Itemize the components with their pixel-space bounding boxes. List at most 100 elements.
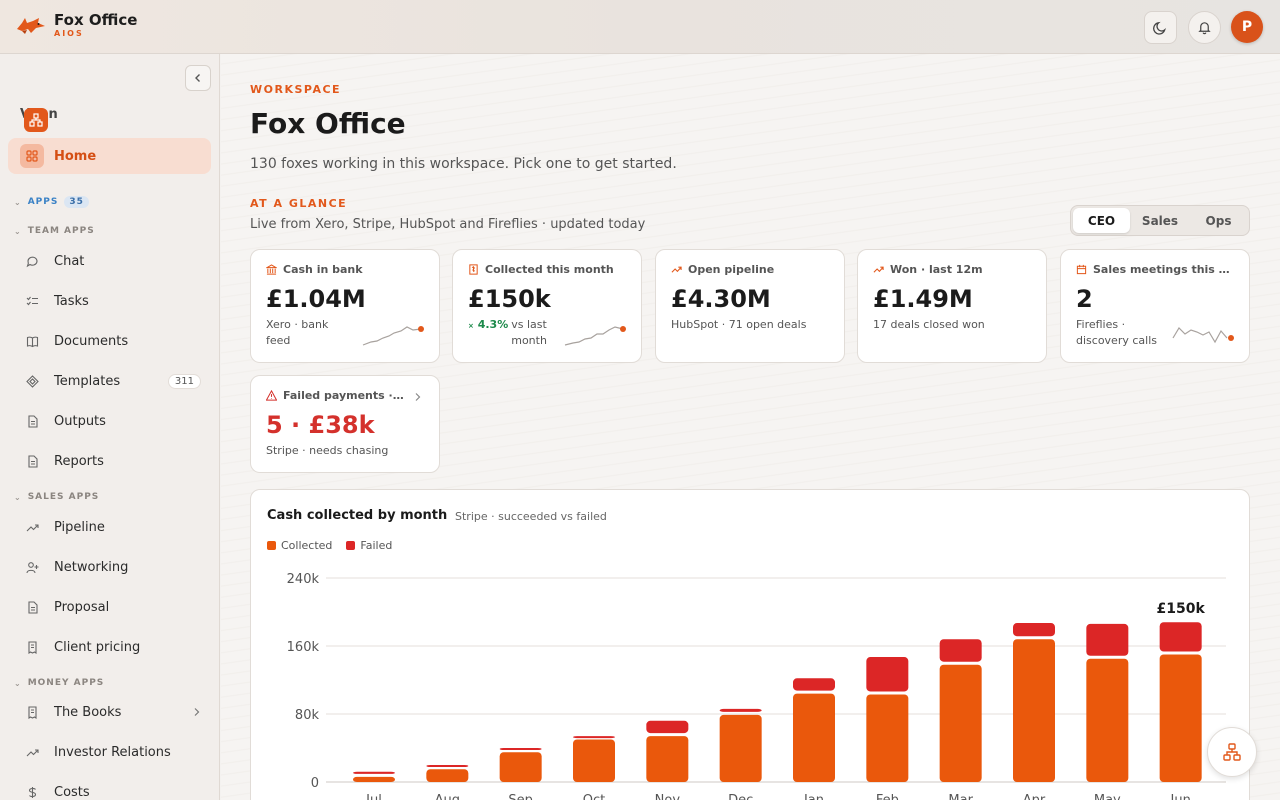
kpi-card-collected-this-month[interactable]: Collected this month £150k × 4.3% vs las… bbox=[452, 249, 642, 363]
sidebar-item-label: Tasks bbox=[54, 293, 89, 309]
trend-icon bbox=[20, 515, 44, 539]
network-icon bbox=[1223, 743, 1241, 761]
bar-failed bbox=[719, 708, 762, 712]
card-note: 17 deals closed won bbox=[873, 318, 985, 331]
sidebar-item-pipeline[interactable]: Pipeline bbox=[8, 509, 211, 545]
sidebar-item-label: Documents bbox=[54, 333, 129, 349]
x-tick-label: Jul bbox=[365, 793, 382, 800]
sales-apps-section-toggle[interactable]: ⌄ SALES APPS bbox=[14, 492, 99, 502]
collapse-sidebar-button[interactable] bbox=[185, 65, 211, 91]
receipt-icon bbox=[20, 635, 44, 659]
chat-icon bbox=[20, 249, 44, 273]
bar-collected bbox=[499, 752, 542, 782]
brand[interactable]: Fox Office AIOS bbox=[16, 12, 137, 39]
sidebar-item-chat[interactable]: Chat bbox=[8, 243, 211, 279]
theme-toggle-button[interactable] bbox=[1144, 11, 1177, 44]
sparkline bbox=[362, 326, 424, 346]
sidebar-item-reports[interactable]: Reports bbox=[8, 443, 211, 479]
sidebar-item-investor-relations[interactable]: Investor Relations bbox=[8, 734, 211, 770]
kpi-card-cash-in-bank[interactable]: Cash in bank £1.04M Xero · bank feed bbox=[250, 249, 440, 363]
view-tab-sales[interactable]: Sales bbox=[1141, 213, 1179, 228]
sidebar-item-proposal[interactable]: Proposal bbox=[8, 589, 211, 625]
bar-collected bbox=[939, 664, 982, 782]
kpi-card-failed-payments[interactable]: Failed payments ·… 5 · £38k Stripe · nee… bbox=[250, 375, 440, 473]
grid-icon bbox=[20, 144, 44, 168]
sidebar-item-documents[interactable]: Documents bbox=[8, 323, 211, 359]
tasks-icon bbox=[20, 289, 44, 313]
kpi-card-sales-meetings[interactable]: Sales meetings this … 2 Fireflies · disc… bbox=[1060, 249, 1250, 363]
card-label: Sales meetings this … bbox=[1093, 263, 1230, 276]
legend-label: Failed bbox=[360, 539, 393, 552]
notifications-button[interactable] bbox=[1188, 11, 1221, 44]
bar-collected bbox=[646, 736, 689, 782]
sidebar-item-label: Pipeline bbox=[54, 519, 105, 535]
sidebar-item-home[interactable]: Home bbox=[8, 138, 211, 174]
sidebar-item-client-pricing[interactable]: Client pricing bbox=[8, 629, 211, 665]
sidebar-item-templates[interactable]: Templates 311 bbox=[8, 363, 211, 399]
bar-collected bbox=[426, 769, 469, 782]
y-tick-label: 160k bbox=[287, 640, 320, 655]
sidebar-item-label: Templates bbox=[54, 373, 121, 389]
bar-failed bbox=[939, 639, 982, 662]
x-tick-label: May bbox=[1094, 793, 1121, 800]
x-tick-label: Jan bbox=[803, 793, 824, 800]
legend-item-collected[interactable]: Collected bbox=[267, 539, 332, 552]
glance-subtitle: Live from Xero, Stripe, HubSpot and Fire… bbox=[250, 217, 646, 232]
bar-failed bbox=[499, 748, 542, 750]
sidebar-item-the-books[interactable]: The Books bbox=[8, 694, 211, 730]
chevron-down-icon: ⌄ bbox=[14, 197, 22, 207]
team-apps-section-toggle[interactable]: ⌄ TEAM APPS bbox=[14, 226, 95, 236]
trend-up-icon: × bbox=[468, 322, 474, 330]
top-bar: Fox Office AIOS P bbox=[0, 0, 1280, 54]
card-note: Xero · bank feed bbox=[266, 318, 329, 347]
legend-swatch bbox=[267, 541, 276, 550]
sparkline bbox=[564, 326, 626, 346]
sidebar-item-label: Client pricing bbox=[54, 639, 141, 655]
sidebar-item-vixen[interactable]: Vi›en bbox=[8, 96, 211, 132]
view-tab-ops[interactable]: Ops bbox=[1205, 213, 1232, 228]
bar-failed bbox=[646, 720, 689, 734]
sidebar-item-label: Chat bbox=[54, 253, 85, 269]
legend-label: Collected bbox=[281, 539, 333, 552]
sidebar-item-label: The Books bbox=[54, 704, 122, 720]
legend-item-failed[interactable]: Failed bbox=[346, 539, 392, 552]
bar-failed bbox=[426, 765, 469, 767]
bar-chart: 0 80k 160k 240k Jul Aug Sep Oct Nov Dec Jan Feb Mar A… bbox=[287, 572, 1226, 800]
org-chart-fab-button[interactable] bbox=[1207, 727, 1257, 777]
card-note-row: × 4.3% vs last month bbox=[468, 317, 568, 349]
x-tick-label: Mar bbox=[948, 793, 973, 800]
chart-title: Cash collected by month bbox=[267, 508, 448, 523]
x-tick-label: Apr bbox=[1023, 793, 1046, 800]
bar-collected bbox=[719, 714, 762, 782]
bar-collected bbox=[1013, 639, 1055, 782]
sidebar: Vi›en Home ⌄ APPS 35 ⌄ TEAM APPS Chat Ta… bbox=[0, 54, 220, 800]
kpi-card-won-last-12m[interactable]: Won · last 12m £1.49M 17 deals closed wo… bbox=[857, 249, 1047, 363]
sidebar-item-outputs[interactable]: Outputs bbox=[8, 403, 211, 439]
money-apps-section-toggle[interactable]: ⌄ MONEY APPS bbox=[14, 678, 104, 688]
calendar-icon bbox=[1076, 264, 1087, 275]
view-tab-ceo[interactable]: CEO bbox=[1073, 208, 1130, 233]
templates-count-badge: 311 bbox=[167, 373, 201, 389]
card-label: Failed payments ·… bbox=[283, 389, 404, 402]
bar-failed bbox=[573, 736, 615, 739]
app-tagline: AIOS bbox=[54, 29, 84, 38]
sidebar-item-tasks[interactable]: Tasks bbox=[8, 283, 211, 319]
sparkline bbox=[1172, 327, 1234, 344]
section-title: SALES APPS bbox=[27, 492, 100, 502]
templates-icon bbox=[20, 369, 44, 393]
user-avatar[interactable]: P bbox=[1231, 11, 1263, 43]
bank-icon bbox=[266, 264, 277, 275]
apps-section-toggle[interactable]: ⌄ APPS 35 bbox=[14, 196, 89, 208]
sidebar-item-costs[interactable]: Costs bbox=[8, 774, 211, 800]
bar-value-label: £150k bbox=[1157, 601, 1206, 617]
chart-subtitle: Stripe · succeeded vs failed bbox=[455, 510, 607, 523]
bar-failed bbox=[1013, 623, 1055, 637]
card-value: £4.30M bbox=[671, 285, 771, 313]
bar-failed bbox=[793, 678, 835, 691]
kpi-card-open-pipeline[interactable]: Open pipeline £4.30M HubSpot · 71 open d… bbox=[655, 249, 845, 363]
user-plus-icon bbox=[20, 555, 44, 579]
sidebar-item-label: Home bbox=[54, 148, 97, 164]
sidebar-item-networking[interactable]: Networking bbox=[8, 549, 211, 585]
glance-eyebrow: AT A GLANCE bbox=[250, 197, 348, 210]
file-icon bbox=[20, 449, 44, 473]
